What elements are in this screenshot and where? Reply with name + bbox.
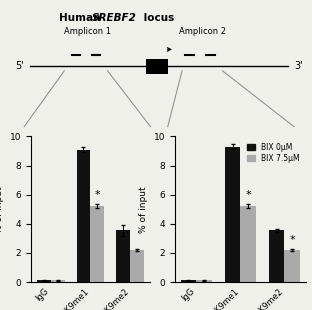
Text: locus: locus bbox=[140, 13, 175, 23]
Bar bbox=[130, 250, 144, 282]
Bar bbox=[37, 280, 51, 282]
Bar bbox=[196, 280, 212, 282]
Bar bbox=[90, 206, 105, 282]
Bar bbox=[240, 206, 256, 282]
Text: Amplicon 2: Amplicon 2 bbox=[179, 27, 226, 36]
Y-axis label: % of input: % of input bbox=[139, 186, 148, 232]
Bar bbox=[116, 230, 130, 282]
Bar bbox=[51, 280, 65, 282]
Bar bbox=[225, 147, 240, 282]
Text: Human: Human bbox=[59, 13, 104, 23]
Bar bbox=[269, 230, 284, 282]
Bar bbox=[284, 250, 300, 282]
Text: *: * bbox=[95, 190, 100, 200]
Text: 5': 5' bbox=[16, 61, 24, 71]
Text: 3': 3' bbox=[294, 61, 303, 71]
Text: *: * bbox=[245, 190, 251, 200]
Text: *: * bbox=[289, 235, 295, 245]
Bar bbox=[76, 149, 90, 282]
Text: SREBF2: SREBF2 bbox=[92, 13, 137, 23]
Legend: BIX 0μM, BIX 7.5μM: BIX 0μM, BIX 7.5μM bbox=[245, 140, 302, 165]
Bar bbox=[181, 280, 196, 282]
Y-axis label: % of input: % of input bbox=[0, 186, 4, 232]
Text: Amplicon 1: Amplicon 1 bbox=[64, 27, 111, 36]
Bar bbox=[146, 59, 168, 74]
